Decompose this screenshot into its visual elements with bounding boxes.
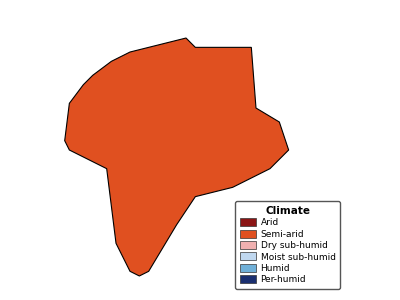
- Legend: Arid, Semi-arid, Dry sub-humid, Moist sub-humid, Humid, Per-humid: Arid, Semi-arid, Dry sub-humid, Moist su…: [235, 202, 340, 289]
- Polygon shape: [65, 38, 289, 276]
